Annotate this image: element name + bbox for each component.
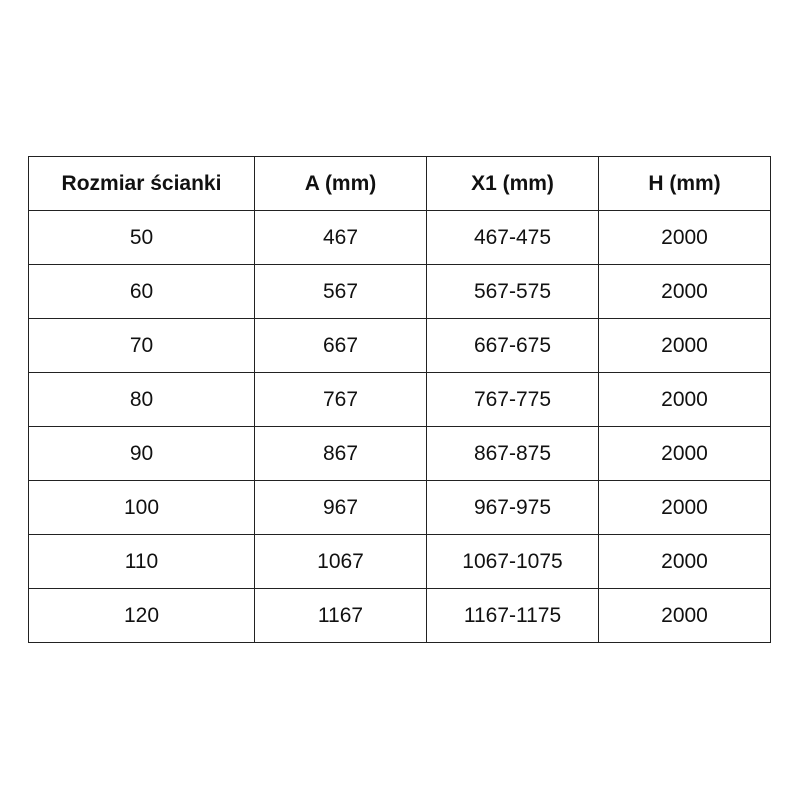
table-cell: 2000 [598, 534, 771, 589]
table-cell: 567 [254, 264, 427, 319]
table-row: 60 567 567-575 2000 [28, 264, 771, 319]
table-cell: 2000 [598, 210, 771, 265]
table-cell: 110 [28, 534, 255, 589]
table-cell: 70 [28, 318, 255, 373]
header-cell: X1 (mm) [426, 156, 599, 211]
table-cell: 80 [28, 372, 255, 427]
table-cell: 2000 [598, 426, 771, 481]
table-cell: 2000 [598, 372, 771, 427]
table-row: 90 867 867-875 2000 [28, 426, 771, 481]
table-row: 120 1167 1167-1175 2000 [28, 588, 771, 643]
table-cell: 767 [254, 372, 427, 427]
header-cell: Rozmiar ścianki [28, 156, 255, 211]
dimensions-table: Rozmiar ścianki A (mm) X1 (mm) H (mm) 50… [28, 156, 771, 643]
header-cell: A (mm) [254, 156, 427, 211]
table-cell: 2000 [598, 264, 771, 319]
table-cell: 567-575 [426, 264, 599, 319]
table-cell: 2000 [598, 318, 771, 373]
table-row: 100 967 967-975 2000 [28, 480, 771, 535]
table-cell: 467-475 [426, 210, 599, 265]
table-cell: 1067-1075 [426, 534, 599, 589]
table-cell: 1167 [254, 588, 427, 643]
table-cell: 667 [254, 318, 427, 373]
header-row: Rozmiar ścianki A (mm) X1 (mm) H (mm) [28, 156, 771, 211]
table-row: 110 1067 1067-1075 2000 [28, 534, 771, 589]
table-cell: 867 [254, 426, 427, 481]
table-cell: 467 [254, 210, 427, 265]
table-cell: 120 [28, 588, 255, 643]
table-cell: 967 [254, 480, 427, 535]
table-cell: 867-875 [426, 426, 599, 481]
table-cell: 767-775 [426, 372, 599, 427]
table-cell: 2000 [598, 480, 771, 535]
table-cell: 2000 [598, 588, 771, 643]
table-cell: 60 [28, 264, 255, 319]
table-row: 50 467 467-475 2000 [28, 210, 771, 265]
table-cell: 667-675 [426, 318, 599, 373]
table-cell: 50 [28, 210, 255, 265]
table-row: 80 767 767-775 2000 [28, 372, 771, 427]
table-cell: 967-975 [426, 480, 599, 535]
table-cell: 1167-1175 [426, 588, 599, 643]
table-row: 70 667 667-675 2000 [28, 318, 771, 373]
header-cell: H (mm) [598, 156, 771, 211]
table-cell: 1067 [254, 534, 427, 589]
table-cell: 100 [28, 480, 255, 535]
table-cell: 90 [28, 426, 255, 481]
